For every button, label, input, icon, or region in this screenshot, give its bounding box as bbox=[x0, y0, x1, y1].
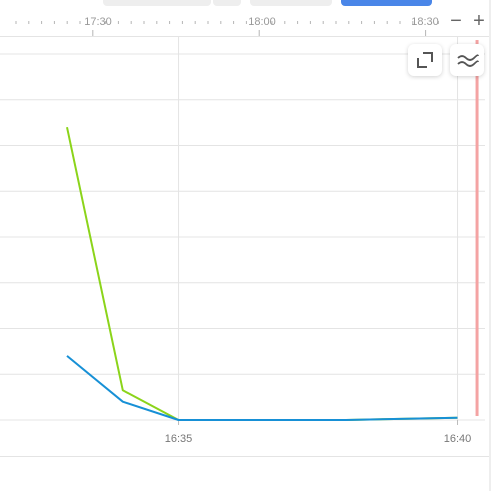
x-tick-label: 16:40 bbox=[444, 433, 472, 445]
x-tick-label: 16:35 bbox=[165, 433, 193, 445]
chart-footer bbox=[0, 456, 491, 491]
zoom-out-button[interactable]: − bbox=[450, 10, 462, 32]
toolbar-field-arrow[interactable] bbox=[213, 0, 241, 6]
timeline-label-1830: 18:30 bbox=[411, 16, 439, 28]
approx-lines-icon bbox=[457, 54, 479, 67]
expand-button[interactable] bbox=[408, 44, 442, 76]
timeline-strip[interactable]: 17:30 18:00 18:30 − + bbox=[0, 0, 491, 36]
footer-divider bbox=[0, 456, 491, 457]
series-line-2[interactable] bbox=[66, 355, 458, 421]
toolbar-button[interactable] bbox=[250, 0, 332, 6]
right-scrollbar-track[interactable] bbox=[489, 0, 491, 491]
toolbar-field[interactable] bbox=[103, 0, 211, 6]
line-chart[interactable]: 16:35 16:40 bbox=[0, 0, 491, 456]
series-toggle-button[interactable] bbox=[450, 44, 484, 76]
timeline-label-1800: 18:00 bbox=[248, 16, 276, 28]
timeline-ticks bbox=[15, 21, 439, 36]
timeline-label-1730: 17:30 bbox=[84, 16, 112, 28]
expand-icon bbox=[417, 52, 433, 68]
timeline-divider bbox=[0, 36, 491, 37]
series-line-1[interactable] bbox=[66, 126, 458, 421]
toolbar-primary-button[interactable] bbox=[341, 0, 432, 6]
zoom-in-button[interactable]: + bbox=[473, 10, 485, 32]
